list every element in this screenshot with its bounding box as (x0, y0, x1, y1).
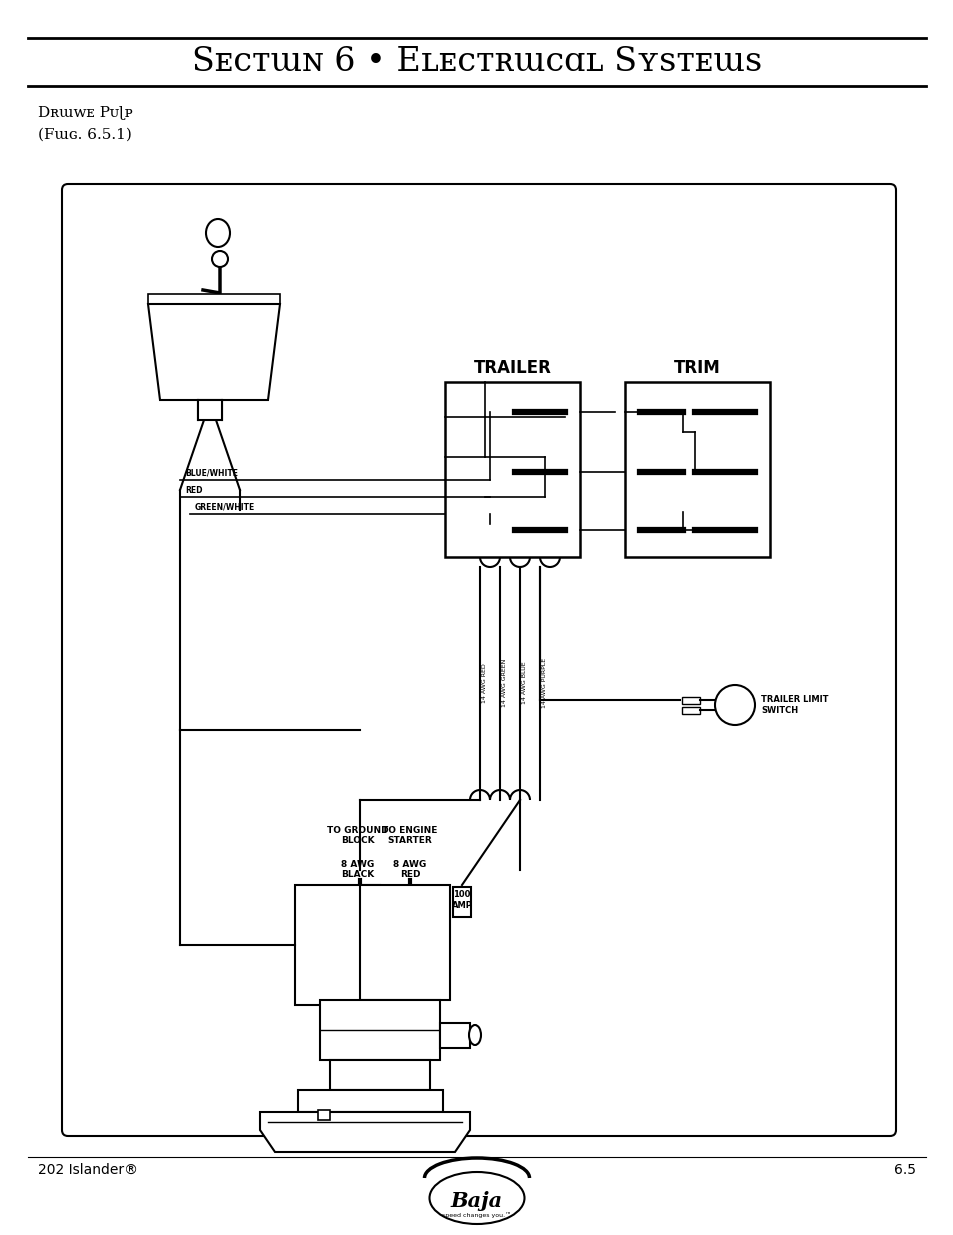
Text: Dʀɯᴡᴇ Pᴜɭᴘ: Dʀɯᴡᴇ Pᴜɭᴘ (38, 106, 132, 120)
FancyBboxPatch shape (62, 184, 895, 1136)
Bar (681, 706, 700, 714)
Ellipse shape (212, 251, 228, 267)
Bar (297, 1091, 442, 1112)
Bar (294, 885, 379, 1005)
Bar (681, 697, 700, 704)
Text: TRAILER LIMIT
SWITCH: TRAILER LIMIT SWITCH (760, 695, 827, 715)
Ellipse shape (206, 219, 230, 247)
Ellipse shape (429, 1172, 524, 1224)
Text: RED: RED (185, 487, 202, 495)
Bar (624, 382, 769, 557)
Text: 8 AWG
RED: 8 AWG RED (393, 860, 426, 879)
Text: TRAILER: TRAILER (473, 359, 551, 377)
Bar (330, 1060, 430, 1091)
Text: 14 AWG BLUE: 14 AWG BLUE (521, 662, 526, 704)
Text: 100
AMP: 100 AMP (451, 890, 472, 910)
Bar (359, 885, 450, 1000)
Text: TO ENGINE
STARTER: TO ENGINE STARTER (382, 826, 437, 846)
Text: speed changes you.™: speed changes you.™ (442, 1212, 511, 1218)
Bar (198, 400, 222, 420)
Bar (453, 887, 471, 918)
Text: GREEN/WHITE: GREEN/WHITE (194, 503, 255, 513)
Text: TO GROUND
BLOCK: TO GROUND BLOCK (327, 826, 389, 846)
Bar (317, 1110, 330, 1120)
Circle shape (714, 685, 754, 725)
Text: 14 AWG PURPLE: 14 AWG PURPLE (541, 658, 546, 708)
Text: 14 AWG GREEN: 14 AWG GREEN (501, 658, 506, 708)
Text: 202 Islander®: 202 Islander® (38, 1163, 138, 1177)
Text: (Fɯɢ. 6.5.1): (Fɯɢ. 6.5.1) (38, 128, 132, 142)
Text: BLUE/WHITE: BLUE/WHITE (185, 469, 237, 478)
Ellipse shape (469, 1025, 480, 1045)
Text: Baja: Baja (451, 1191, 502, 1212)
Text: 8 AWG
BLACK: 8 AWG BLACK (341, 860, 375, 879)
Bar (319, 1000, 439, 1060)
Text: Sᴇсᴛɯɴ 6 • Eʟᴇсᴛʀɯсɑʟ Sʏѕᴛᴇɯѕ: Sᴇсᴛɯɴ 6 • Eʟᴇсᴛʀɯсɑʟ Sʏѕᴛᴇɯѕ (192, 46, 761, 78)
Polygon shape (148, 304, 280, 400)
Text: TRIM: TRIM (674, 359, 720, 377)
Bar (444, 382, 579, 557)
Bar (439, 1023, 470, 1049)
Polygon shape (260, 1112, 470, 1152)
Text: 14 AWG RED: 14 AWG RED (481, 663, 486, 703)
Bar (148, 294, 280, 304)
Text: 6.5: 6.5 (893, 1163, 915, 1177)
